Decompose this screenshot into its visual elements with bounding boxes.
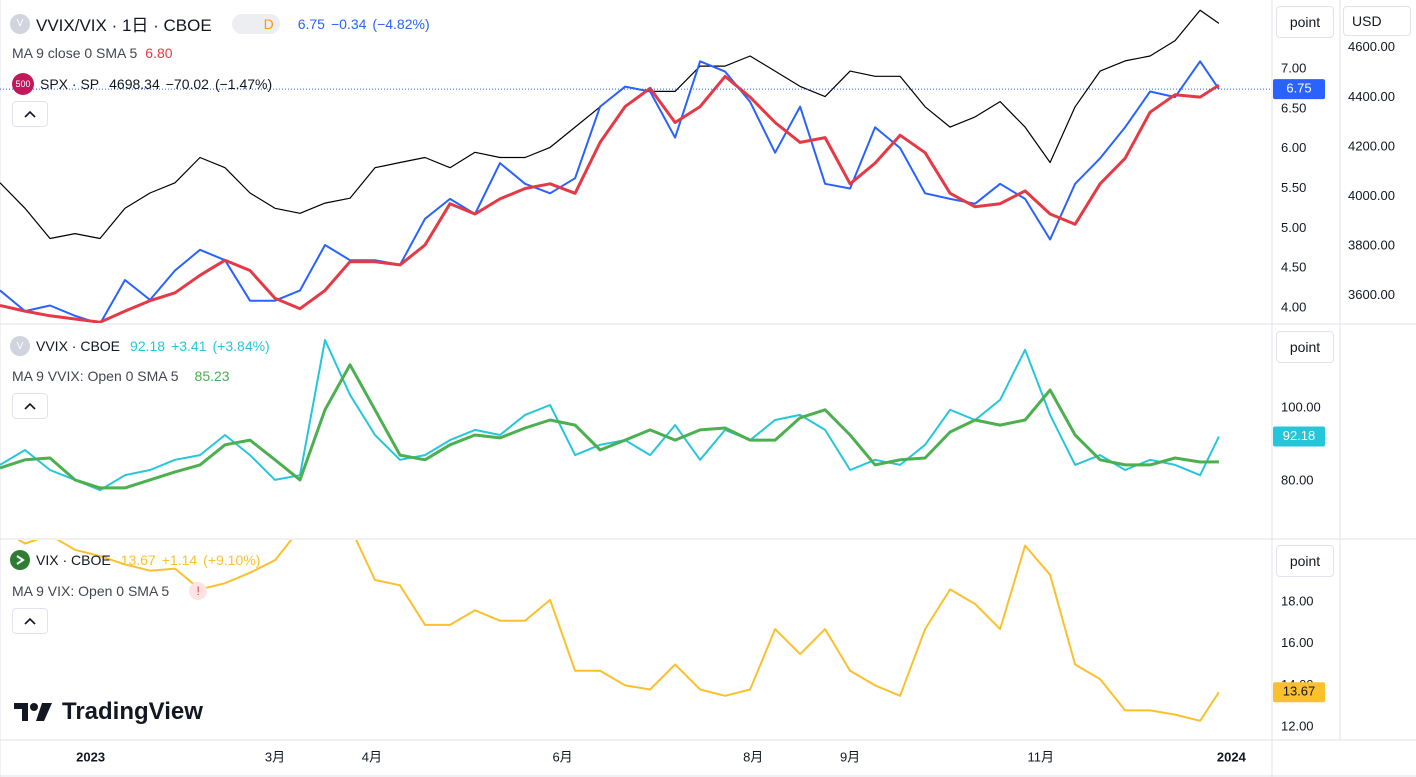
legend-row: VIX · CBOE 13.67 +1.14 (+9.10%) <box>10 550 260 570</box>
legend-row: MA 9 VIX: Open 0 SMA 5 ! <box>12 582 208 600</box>
legend-change: −0.34 <box>330 15 367 32</box>
legend-change-pct: (+3.84%) <box>212 338 270 354</box>
chevron-icon <box>24 617 36 625</box>
scale-button[interactable]: point <box>1276 545 1334 577</box>
y-tick-label: 80.00 <box>1281 472 1314 487</box>
y-tick-label: 7.00 <box>1281 61 1306 76</box>
legend-value: 6.80 <box>145 45 173 61</box>
x-tick-label: 4月 <box>362 749 382 764</box>
y-tick-label: 5.00 <box>1281 220 1306 235</box>
x-tick-label: 6月 <box>552 749 572 764</box>
legend-value: 6.75 <box>297 15 325 32</box>
y2-tick-label: 4400.00 <box>1348 89 1395 104</box>
y2-tick-label: 4200.00 <box>1348 138 1395 153</box>
x-tick-label: 2023 <box>76 749 105 764</box>
y-tick-label: 100.00 <box>1281 399 1321 414</box>
y-tick-label: 12.00 <box>1281 719 1314 734</box>
watermark-text: TradingView <box>62 698 203 725</box>
legend-value: 13.67 <box>120 552 156 568</box>
symbol-name: VVIX/VIX · 1日 · CBOE <box>36 16 212 35</box>
price-badge-label: 6.75 <box>1286 81 1311 96</box>
legend-row: V VVIX · CBOE 92.18 +3.41 (+3.84%) <box>10 336 270 356</box>
legend-row: V VVIX/VIX · 1日 · CBOE D 6.75 −0.34 (−4.… <box>10 11 430 36</box>
y2-tick-label: 3600.00 <box>1348 287 1395 302</box>
price-badge-label: 13.67 <box>1283 684 1316 699</box>
indicator-name: MA 9 VVIX: Open 0 SMA 5 <box>12 368 179 384</box>
y-tick-label: 5.50 <box>1281 180 1306 195</box>
legend-row: MA 9 close 0 SMA 5 6.80 <box>12 45 173 61</box>
series-line <box>0 363 1219 490</box>
y-tick-label: 4.50 <box>1281 260 1306 275</box>
x-tick-label: 11月 <box>1027 749 1054 764</box>
symbol-icon <box>10 550 30 570</box>
scale-button[interactable]: point <box>1276 6 1334 38</box>
x-tick-label: 8月 <box>743 749 763 764</box>
symbol-icon: V <box>10 336 30 356</box>
legend-value: 85.23 <box>194 368 230 384</box>
y-tick-label: 4.00 <box>1281 299 1306 314</box>
legend-value: 92.18 <box>130 338 166 354</box>
symbol-icon: V <box>10 13 30 34</box>
chevron-icon <box>24 110 36 118</box>
scale-button[interactable]: point <box>1276 331 1334 363</box>
x-tick-label: 9月 <box>840 749 860 764</box>
legend-value: 4698.34 <box>109 76 160 92</box>
x-tick-label: 3月 <box>265 749 285 764</box>
watermark: TradingView <box>14 698 203 726</box>
symbol-name: VVIX · CBOE <box>36 338 121 354</box>
x-tick-label: 2024 <box>1217 749 1247 764</box>
collapse-button[interactable] <box>12 101 48 127</box>
series-line <box>0 60 1220 323</box>
series-line <box>0 9 1220 240</box>
legend-row: 500 SPX · SP 4698.34 −70.02 (−1.47%) <box>12 73 272 95</box>
legend-change: +3.41 <box>171 338 207 354</box>
warning-icon[interactable]: ! <box>189 582 208 600</box>
symbol-icon: 500 <box>12 73 34 95</box>
logo-icon <box>14 703 52 721</box>
arrow-icon <box>16 555 25 565</box>
price-badge <box>1273 426 1325 447</box>
collapse-button[interactable] <box>12 393 48 419</box>
symbol-name: VIX · CBOE <box>36 552 111 568</box>
legend-change-pct: (−1.47%) <box>214 76 273 92</box>
price-badge <box>1273 79 1325 100</box>
currency-button[interactable]: USD <box>1343 6 1411 36</box>
symbol-name: SPX · SP <box>40 76 100 92</box>
price-badge <box>1273 682 1325 703</box>
legend-change-pct: (−4.82%) <box>372 15 430 32</box>
y-tick-label: 18.00 <box>1281 593 1314 608</box>
legend-row: MA 9 VVIX: Open 0 SMA 5 85.23 <box>12 368 230 384</box>
y2-tick-label: 3800.00 <box>1348 237 1395 252</box>
indicator-name: MA 9 VIX: Open 0 SMA 5 <box>12 583 170 599</box>
legend-change: −70.02 <box>165 76 209 92</box>
price-badge-label: 92.18 <box>1283 428 1316 443</box>
y2-tick-label: 4000.00 <box>1348 188 1395 203</box>
y2-tick-label: 4600.00 <box>1348 39 1395 54</box>
y-tick-label: 16.00 <box>1281 635 1314 650</box>
collapse-button[interactable] <box>12 608 48 634</box>
legend-change-pct: (+9.10%) <box>203 552 261 568</box>
indicator-name: MA 9 close 0 SMA 5 <box>12 45 138 61</box>
y-tick-label: 6.50 <box>1281 100 1306 115</box>
y-tick-label: 6.00 <box>1281 140 1306 155</box>
chevron-icon <box>24 402 36 410</box>
series-line <box>17 540 1220 722</box>
legend-change: +1.14 <box>161 552 198 568</box>
interval-badge[interactable]: D <box>231 13 280 34</box>
series-line <box>0 74 1220 323</box>
series-line <box>0 339 1220 492</box>
